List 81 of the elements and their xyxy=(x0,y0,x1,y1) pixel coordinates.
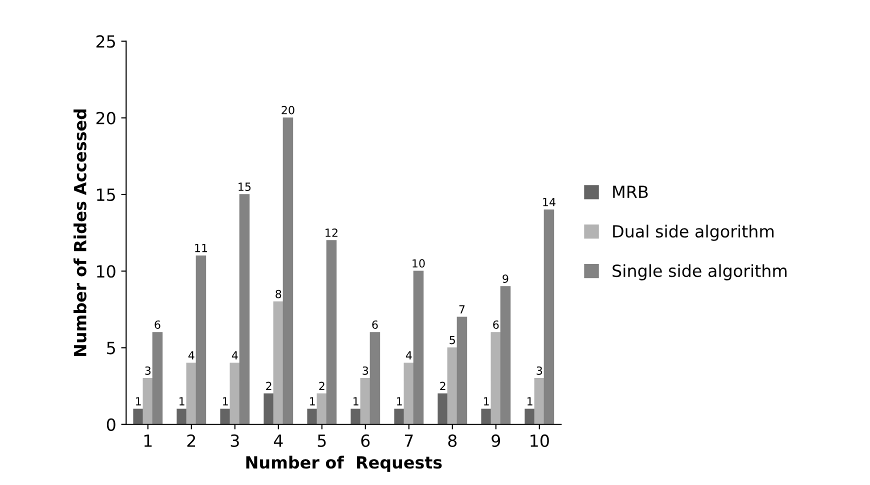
bar xyxy=(264,393,274,424)
data-label: 5 xyxy=(450,336,455,344)
bar xyxy=(196,255,206,424)
bar xyxy=(326,240,337,424)
bar xyxy=(413,270,424,424)
data-label: 11 xyxy=(195,244,208,252)
x-tick-label: 1 xyxy=(144,434,152,447)
y-tick-label: 5 xyxy=(107,342,115,354)
bar xyxy=(490,332,502,424)
bar xyxy=(186,362,197,424)
x-tick-label: 3 xyxy=(230,434,239,447)
data-label: 7 xyxy=(459,305,465,314)
bar xyxy=(152,332,163,424)
data-label: 1 xyxy=(310,397,315,406)
data-label: 4 xyxy=(188,351,194,360)
bar xyxy=(500,286,511,424)
data-label: 2 xyxy=(319,382,324,390)
x-axis-title: Number of Requests xyxy=(246,456,442,472)
bar xyxy=(524,408,535,424)
bar xyxy=(360,378,371,424)
bar xyxy=(239,194,250,424)
bar xyxy=(316,393,328,424)
data-label: 6 xyxy=(154,320,160,329)
y-axis-title: Number of Rides Accessed xyxy=(74,109,86,356)
y-tick-label: 20 xyxy=(96,112,116,124)
bar xyxy=(394,408,404,424)
data-label: 1 xyxy=(484,397,489,406)
data-label: 1 xyxy=(397,397,402,406)
data-label: 4 xyxy=(232,351,238,360)
x-tick-label: 9 xyxy=(492,434,500,447)
data-label: 1 xyxy=(528,397,532,406)
data-label: 2 xyxy=(440,382,446,390)
x-tick-label: 10 xyxy=(530,434,549,447)
data-label: 3 xyxy=(362,366,368,375)
data-label: 2 xyxy=(266,382,272,390)
x-tick-label: 2 xyxy=(187,434,196,447)
legend-label: Single side algorithm xyxy=(612,264,787,280)
data-label: 6 xyxy=(372,320,378,329)
bar xyxy=(307,408,318,424)
data-label: 4 xyxy=(406,351,412,360)
y-tick-label: 15 xyxy=(97,188,115,202)
bar xyxy=(438,393,448,424)
data-label: 3 xyxy=(145,366,151,375)
data-label: 3 xyxy=(536,366,542,375)
bar xyxy=(220,408,230,424)
x-tick-label: 6 xyxy=(361,434,370,447)
x-tick-label: 4 xyxy=(274,434,283,447)
bar xyxy=(350,408,361,424)
data-label: 10 xyxy=(412,259,425,268)
data-label: 12 xyxy=(326,228,338,237)
data-label: 1 xyxy=(180,397,184,406)
y-tick-label: 25 xyxy=(96,35,115,48)
data-label: 8 xyxy=(276,290,282,298)
bar xyxy=(230,362,240,424)
bar xyxy=(481,408,492,424)
data-label: 1 xyxy=(354,397,358,406)
bar xyxy=(404,362,414,424)
data-label: 15 xyxy=(238,182,251,191)
bar xyxy=(282,118,294,424)
x-tick-label: 7 xyxy=(404,434,413,447)
bar xyxy=(273,301,284,424)
bar xyxy=(133,408,144,424)
data-label: 20 xyxy=(282,106,294,114)
bar xyxy=(176,408,187,424)
data-label: 14 xyxy=(543,198,556,206)
legend-label: MRB xyxy=(613,186,648,198)
bar xyxy=(447,347,458,424)
legend-label: Dual side algorithm xyxy=(613,224,774,241)
x-tick-label: 5 xyxy=(318,434,326,447)
bar xyxy=(142,378,154,424)
data-label: 1 xyxy=(223,397,228,406)
data-label: 1 xyxy=(136,397,141,406)
y-tick-label: 0 xyxy=(106,418,116,431)
data-label: 9 xyxy=(502,274,508,283)
y-tick-label: 10 xyxy=(97,265,116,278)
data-label: 6 xyxy=(493,320,499,329)
bar xyxy=(534,378,545,424)
bar xyxy=(456,316,468,424)
bar xyxy=(370,332,380,424)
bar xyxy=(544,209,554,424)
x-tick-label: 8 xyxy=(448,434,457,447)
